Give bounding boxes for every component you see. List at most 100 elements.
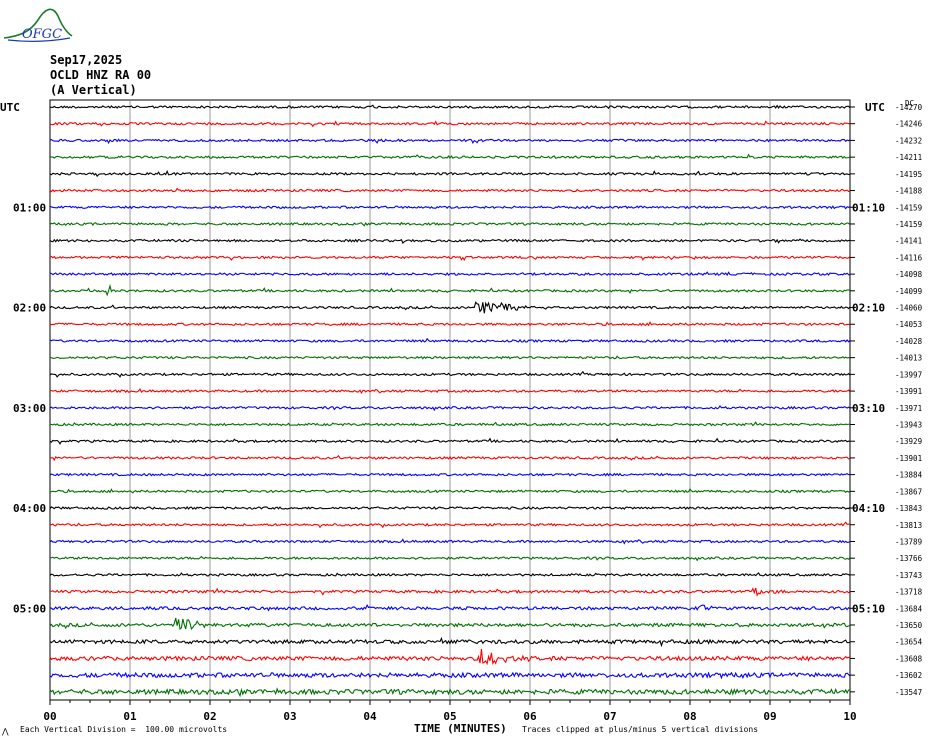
dc-offset-label: -13929 [895, 437, 922, 446]
logo-mountain-curve [3, 8, 73, 39]
seismic-trace [49, 555, 851, 562]
seismic-trace [49, 337, 851, 343]
seismic-trace [49, 187, 851, 193]
dc-offset-label: -14098 [895, 270, 923, 279]
x-tick-label: 02 [203, 710, 216, 723]
seismic-trace [49, 687, 851, 698]
hour-label-right: 02:10 [852, 302, 885, 315]
seismic-trace [49, 255, 851, 262]
dc-offset-label: -14211 [895, 153, 922, 162]
seismic-trace [49, 421, 851, 427]
x-tick-label: 09 [763, 710, 776, 723]
component-label: (A Vertical) [50, 83, 137, 97]
dc-offset-label: -14232 [895, 136, 922, 145]
utc-label-right: UTC [865, 101, 885, 114]
seismic-trace [49, 587, 851, 597]
dc-offset-label: -13997 [895, 370, 922, 379]
scale-marker: ⋀ [2, 727, 9, 736]
seismic-trace [49, 604, 851, 612]
hour-label-right: 04:10 [852, 502, 885, 515]
dc-offset-label: -14195 [895, 170, 922, 179]
hour-label-left: 04:00 [13, 502, 46, 515]
x-tick-label: 06 [523, 710, 537, 723]
seismic-trace [49, 104, 851, 110]
dc-offset-label: -14159 [895, 220, 922, 229]
x-tick-label: 08 [683, 710, 696, 723]
seismic-trace [49, 169, 851, 178]
dc-offset-label: -14060 [895, 304, 923, 313]
dc-offset-label: -13843 [895, 504, 922, 513]
dc-offset-label: -13743 [895, 571, 922, 580]
seismic-trace [49, 648, 851, 666]
hour-label-left: 02:00 [13, 302, 46, 315]
x-axis-label: TIME (MINUTES) [414, 722, 507, 735]
utc-label-left: UTC [0, 101, 20, 114]
seismic-trace [49, 617, 851, 631]
x-tick-label: 04 [363, 710, 377, 723]
dc-offset-label: -14099 [895, 287, 922, 296]
dc-offset-label: -14013 [895, 354, 922, 363]
seismic-trace [49, 572, 851, 577]
dc-offset-label: -14159 [895, 203, 922, 212]
seismic-trace [49, 138, 851, 145]
x-tick-label: 01 [123, 710, 137, 723]
seismic-trace [49, 271, 851, 277]
seismic-trace [49, 506, 851, 510]
x-tick-label: 10 [843, 710, 856, 723]
seismic-trace [49, 370, 851, 378]
ofgc-logo: OFGC [3, 8, 73, 42]
dc-offset-label: -13991 [895, 387, 922, 396]
dc-offset-label: -14028 [895, 337, 923, 346]
clip-note: Traces clipped at plus/minus 5 vertical … [522, 725, 759, 734]
seismic-trace [49, 153, 851, 160]
dc-offset-label: -13971 [895, 404, 922, 413]
x-tick-label: 00 [43, 710, 56, 723]
station-label: OCLD HNZ RA 00 [50, 68, 152, 82]
dc-offset-label: -13718 [895, 588, 923, 597]
seismic-trace [49, 301, 851, 314]
x-tick-label: 05 [443, 710, 456, 723]
dc-offset-label: -14188 [895, 187, 923, 196]
seismic-trace [49, 671, 851, 680]
dc-offset-label: -13884 [895, 471, 923, 480]
seismic-trace [49, 355, 851, 360]
hour-label-left: 05:00 [13, 602, 46, 615]
seismic-trace [49, 221, 851, 227]
dc-offset-label: -13547 [895, 688, 922, 697]
hour-label-right: 03:10 [852, 402, 885, 415]
dc-offset-label: -14246 [895, 120, 923, 129]
date-label: Sep17,2025 [50, 53, 123, 67]
seismic-trace [49, 388, 851, 395]
x-tick-label: 03 [283, 710, 296, 723]
hour-label-right: 01:10 [852, 201, 885, 214]
seismic-trace [49, 120, 851, 128]
dc-offset-label: -13602 [895, 671, 922, 680]
dc-offset-label: -14053 [895, 320, 922, 329]
seismic-trace [49, 437, 851, 445]
dc-offset-label: -13766 [895, 554, 923, 563]
dc-offset-label: -13867 [895, 487, 922, 496]
seismic-trace [49, 205, 851, 210]
hour-label-left: 03:00 [13, 402, 46, 415]
seismic-trace [49, 238, 851, 245]
seismic-trace [49, 636, 851, 648]
dc-offset-header: DC [905, 99, 914, 108]
dc-offset-label: -13608 [895, 654, 923, 663]
seismic-trace [49, 538, 851, 545]
dc-offset-label: -13813 [895, 521, 922, 530]
logo-text: OFGC [22, 27, 62, 42]
dc-offset-label: -14141 [895, 237, 922, 246]
seismic-trace [49, 472, 851, 477]
dc-offset-label: -13654 [895, 638, 923, 647]
dc-offset-label: -13684 [895, 604, 923, 613]
dc-offset-label: -13943 [895, 420, 922, 429]
x-tick-label: 07 [603, 710, 616, 723]
dc-offset-label: -13901 [895, 454, 922, 463]
dc-offset-label: -14116 [895, 253, 923, 262]
seismic-trace [49, 488, 851, 494]
seismic-trace [49, 521, 851, 529]
seismic-trace [49, 321, 851, 327]
hour-label-left: 01:00 [13, 201, 46, 214]
dc-offset-label: -14270 [895, 103, 923, 112]
